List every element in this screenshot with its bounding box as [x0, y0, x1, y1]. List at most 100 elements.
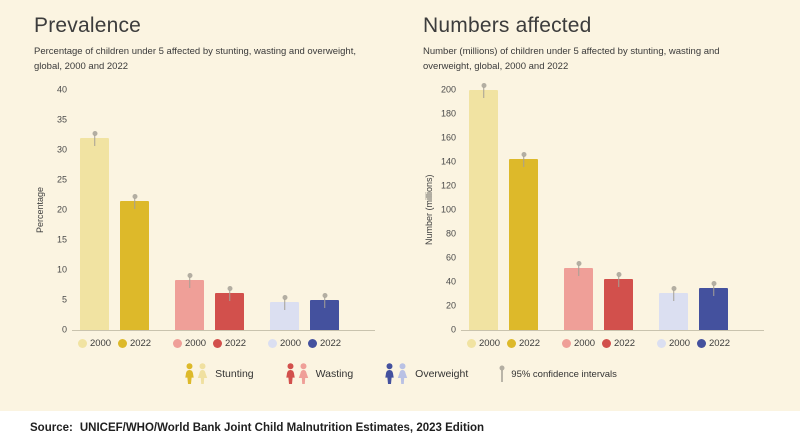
y-tick-label: 10	[56, 264, 67, 275]
legend-label: Stunting	[215, 368, 254, 381]
y-tick-label: 80	[445, 228, 456, 239]
source-text: UNICEF/WHO/World Bank Joint Child Malnut…	[79, 422, 485, 434]
x-axis-year-label: 2000	[77, 338, 111, 349]
bar-group-wasting: 2000 2022	[172, 90, 246, 349]
y-tick-label: 0	[61, 324, 67, 335]
year-color-dot	[601, 339, 611, 349]
year-color-dot	[77, 339, 87, 349]
y-axis-ticks: 0 20 40 60 80 100 120 140 160 180 200	[435, 85, 461, 334]
legend-ci-label: 95% confidence intervals	[511, 368, 617, 380]
legend-item-confidence-interval: 95% confidence intervals	[498, 365, 617, 383]
plot-numbers-affected: Number (millions) 0 20 40 60 80 100 120 140 160 1…	[423, 85, 768, 349]
y-axis-label: Percentage	[35, 187, 45, 234]
x-axis-line	[72, 330, 375, 332]
y-tick-label: 180	[440, 108, 456, 119]
overweight-children-icon	[385, 363, 408, 385]
chart-title: Numbers affected	[423, 14, 592, 37]
bar-stunting-2022	[120, 201, 149, 331]
x-axis-year-label: 2022	[307, 338, 341, 349]
charts-content: Prevalence Percentage of children under …	[0, 0, 800, 411]
year-color-dot	[267, 339, 277, 349]
chart-title: Prevalence	[34, 14, 142, 37]
confidence-interval-whisker	[132, 194, 138, 209]
y-tick-label: 200	[440, 84, 456, 95]
confidence-interval-whisker	[92, 131, 98, 146]
bar-group-overweight: 2000 2022	[656, 90, 730, 349]
year-color-dot	[117, 339, 127, 349]
year-color-dot	[466, 339, 476, 349]
x-axis-year-label: 2022	[601, 338, 635, 349]
y-tick-label: 20	[445, 300, 456, 311]
legend-item-wasting: Wasting	[284, 363, 354, 385]
confidence-interval-whisker	[227, 286, 233, 301]
source-bar: Source: UNICEF/WHO/World Bank Joint Chil…	[0, 411, 800, 445]
y-tick-label: 40	[445, 276, 456, 287]
confidence-interval-whisker	[576, 261, 582, 276]
x-axis-year-label: 2000	[561, 338, 595, 349]
chart-subtitle: Number (millions) of children under 5 af…	[423, 46, 720, 72]
y-tick-label: 5	[61, 294, 67, 305]
confidence-interval-icon	[499, 365, 505, 383]
chart-prevalence: Prevalence Percentage of children under …	[34, 14, 379, 349]
bar-groups: 2000 2022 2000 2022 2000 2022	[72, 90, 379, 349]
year-color-dot	[212, 339, 222, 349]
stunting-children-icon	[185, 363, 208, 385]
bar-wasting-2000	[175, 280, 204, 331]
year-color-dot	[696, 339, 706, 349]
confidence-interval-whisker	[481, 83, 487, 98]
y-tick-label: 120	[440, 180, 456, 191]
bar-stunting-2000	[80, 138, 109, 331]
y-tick-label: 25	[56, 174, 67, 185]
y-tick-label: 20	[56, 204, 67, 215]
wasting-children-icon	[285, 363, 308, 385]
bar-overweight-2022	[699, 288, 728, 331]
year-color-dot	[172, 339, 182, 349]
y-tick-label: 35	[56, 114, 67, 125]
y-tick-label: 60	[445, 252, 456, 263]
y-axis-label: Number (millions)	[424, 175, 434, 246]
confidence-interval-whisker	[187, 273, 193, 288]
bar-stunting-2000	[469, 90, 498, 331]
legend-label: Wasting	[315, 368, 354, 381]
y-tick-label: 15	[56, 234, 67, 245]
year-color-dot	[561, 339, 571, 349]
charts-row: Prevalence Percentage of children under …	[0, 14, 800, 349]
y-tick-label: 140	[440, 156, 456, 167]
bar-wasting-2022	[604, 278, 633, 331]
legend-item-stunting: Stunting	[183, 363, 254, 385]
bar-group-stunting: 2000 2022	[466, 90, 540, 349]
legend: Stunting Wasting Overweight	[0, 363, 800, 385]
x-axis-year-label: 2000	[172, 338, 206, 349]
chart-subtitle: Percentage of children under 5 affected …	[34, 46, 356, 72]
bar-overweight-2000	[659, 293, 688, 331]
y-axis-ticks: 0 5 10 15 20 25 30 35 40	[46, 85, 72, 334]
confidence-interval-whisker	[521, 152, 527, 167]
legend-label: Overweight	[415, 368, 469, 381]
confidence-interval-whisker	[616, 272, 622, 287]
bar-groups: 2000 2022 2000 2022 2000 2022	[461, 90, 768, 349]
y-tick-label: 160	[440, 132, 456, 143]
chart-numbers-affected: Numbers affected Number (millions) of ch…	[423, 14, 768, 349]
x-axis-year-label: 2000	[267, 338, 301, 349]
confidence-interval-whisker	[282, 295, 288, 310]
x-axis-year-label: 2022	[696, 338, 730, 349]
y-tick-label: 40	[56, 84, 67, 95]
bar-stunting-2022	[509, 158, 538, 331]
bar-wasting-2000	[564, 268, 593, 331]
bar-overweight-2000	[270, 301, 299, 331]
bar-group-wasting: 2000 2022	[561, 90, 635, 349]
x-axis-year-label: 2022	[117, 338, 151, 349]
x-axis-year-label: 2000	[656, 338, 690, 349]
plot-area: 2000 2022 2000 2022 2000 2022	[72, 90, 379, 349]
y-tick-label: 100	[440, 204, 456, 215]
source-label: Source:	[30, 422, 73, 434]
x-axis-year-label: 2022	[212, 338, 246, 349]
x-axis-year-label: 2000	[466, 338, 500, 349]
bar-group-overweight: 2000 2022	[267, 90, 341, 349]
x-axis-year-label: 2022	[506, 338, 540, 349]
bar-group-stunting: 2000 2022	[77, 90, 151, 349]
plot-prevalence: Percentage 0 5 10 15 20 25 30 35 40 2000 2022 2000…	[34, 85, 379, 349]
y-tick-label: 0	[450, 324, 456, 335]
confidence-interval-whisker	[711, 281, 717, 296]
